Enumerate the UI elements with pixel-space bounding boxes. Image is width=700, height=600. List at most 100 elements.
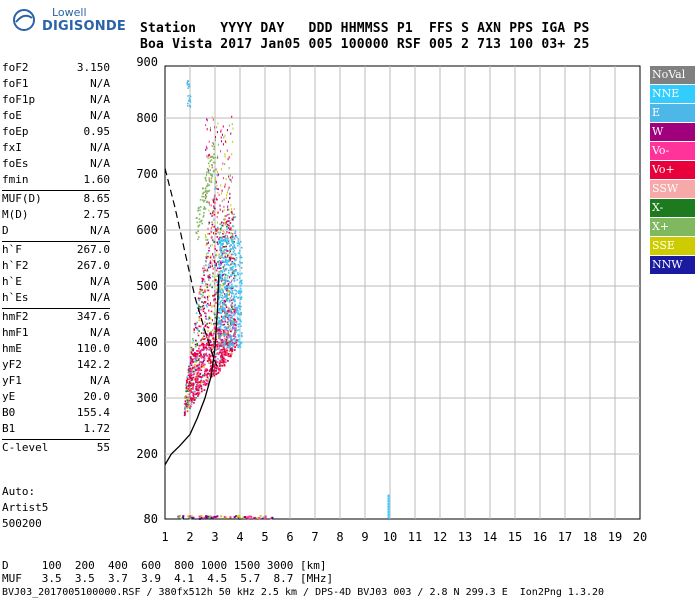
echo-point — [222, 329, 225, 332]
echo-point — [226, 225, 228, 228]
echo-point — [230, 320, 233, 322]
echo-point — [194, 323, 196, 325]
echo-point — [212, 226, 215, 228]
param-label: C-level — [2, 441, 49, 454]
echo-point — [222, 246, 224, 248]
echo-point — [231, 303, 233, 305]
echo-point — [226, 262, 228, 264]
echo-point — [202, 216, 205, 218]
echo-point — [232, 246, 234, 249]
y-tick-label: 700 — [136, 167, 158, 181]
echo-point — [187, 87, 189, 89]
echo-point — [192, 361, 195, 363]
echo-point — [224, 163, 226, 166]
echo-point — [238, 265, 241, 267]
echo-point — [212, 337, 215, 339]
echo-point — [199, 376, 201, 378]
echo-point — [202, 192, 204, 195]
echo-point — [189, 370, 191, 373]
echo-point — [231, 351, 233, 355]
echo-point — [212, 267, 214, 270]
echo-point — [221, 240, 223, 242]
param-value: N/A — [90, 291, 110, 304]
echo-point — [219, 228, 222, 230]
echo-point — [204, 280, 206, 283]
echo-point — [237, 240, 239, 242]
echo-point — [185, 379, 188, 382]
echo-point — [235, 341, 238, 344]
echo-point — [204, 346, 207, 349]
echo-point — [217, 262, 220, 265]
echo-point — [224, 215, 226, 217]
echo-point — [226, 321, 229, 324]
echo-point — [200, 515, 203, 517]
echo-point — [216, 230, 218, 232]
echo-point — [207, 233, 209, 235]
echo-point — [233, 349, 236, 351]
echo-point — [197, 375, 200, 377]
echo-point — [188, 97, 191, 99]
echo-point — [206, 354, 209, 357]
echo-point — [202, 337, 204, 339]
echo-point — [387, 516, 390, 519]
param-label: foE — [2, 109, 22, 122]
echo-point — [218, 307, 220, 310]
echo-point — [226, 240, 228, 243]
legend-item: NNE — [650, 85, 695, 103]
echo-point — [238, 313, 241, 315]
echo-point — [218, 238, 220, 240]
echo-point — [195, 376, 197, 378]
echo-point — [189, 379, 191, 381]
echo-point — [200, 363, 203, 366]
echo-point — [219, 363, 222, 366]
echo-point — [223, 279, 225, 281]
echo-point — [207, 227, 209, 230]
echo-point — [213, 332, 215, 335]
echo-point — [228, 328, 231, 331]
echo-point — [209, 212, 212, 215]
echo-point — [236, 329, 238, 332]
echo-point — [196, 352, 199, 355]
echo-point — [223, 299, 226, 302]
x-tick-label: 2 — [186, 530, 193, 544]
echo-point — [198, 316, 201, 318]
echo-point — [220, 130, 222, 133]
echo-point — [203, 374, 206, 377]
echo-point — [213, 327, 215, 330]
echo-point — [226, 312, 229, 315]
echo-point — [204, 178, 207, 180]
echo-point — [212, 142, 214, 144]
echo-point — [211, 305, 213, 309]
echo-point — [209, 362, 212, 365]
echo-point — [201, 323, 204, 326]
echo-point — [195, 339, 197, 342]
ionogram-plot: 1 2 3 4 5 6 7 8 9 10 11 12 13 14 15 16 17 18 19 20802003004… — [136, 55, 647, 544]
echo-point — [213, 256, 215, 259]
echo-point — [231, 317, 234, 320]
echo-point — [203, 307, 206, 310]
echo-point — [219, 296, 221, 298]
echo-point — [213, 374, 216, 377]
echo-point — [215, 370, 217, 372]
echo-point — [234, 335, 237, 338]
echo-point — [207, 378, 209, 380]
echo-point — [224, 311, 226, 314]
echo-point — [231, 283, 233, 286]
echo-point — [206, 343, 208, 345]
echo-point — [219, 307, 222, 310]
echo-point — [210, 265, 212, 268]
echo-point — [201, 277, 203, 280]
echo-point — [205, 193, 207, 197]
echo-point — [225, 141, 227, 144]
echo-point — [203, 212, 205, 214]
echo-point — [206, 118, 208, 121]
echo-point — [227, 227, 230, 229]
echo-point — [237, 252, 240, 255]
echo-point — [231, 262, 234, 264]
echo-point — [232, 320, 235, 323]
echo-point — [224, 351, 227, 354]
echo-point — [219, 257, 221, 259]
echo-point — [210, 516, 213, 519]
echo-point — [230, 180, 232, 183]
echo-point — [220, 278, 222, 280]
